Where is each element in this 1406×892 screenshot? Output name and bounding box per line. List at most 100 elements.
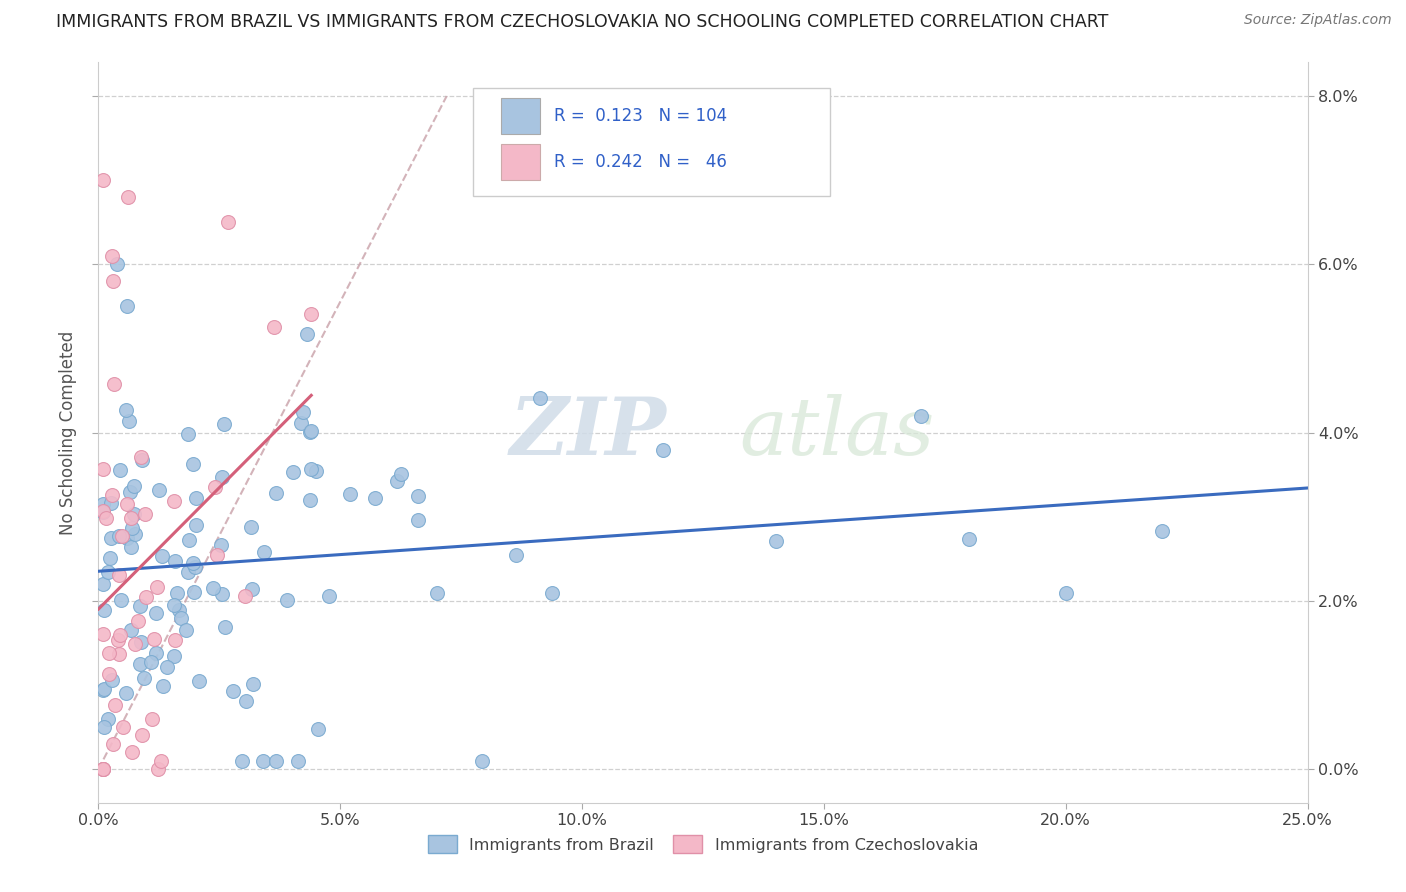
Point: [150, 754, 173, 768]
Point: [143, 632, 166, 646]
Point: [93, 762, 115, 776]
Point: [108, 568, 131, 582]
Text: Source: ZipAtlas.com: Source: ZipAtlas.com: [1244, 13, 1392, 28]
Point: [211, 469, 233, 483]
Point: [100, 531, 122, 545]
Point: [101, 249, 124, 263]
Point: [292, 405, 315, 419]
Point: [108, 647, 131, 661]
Point: [100, 496, 122, 510]
Point: [529, 391, 551, 405]
Point: [765, 534, 787, 549]
Point: [184, 560, 207, 574]
Point: [170, 611, 193, 625]
Point: [107, 529, 129, 543]
Point: [93, 603, 115, 617]
Point: [299, 308, 322, 322]
Point: [540, 586, 562, 600]
Point: [276, 592, 298, 607]
Point: [233, 589, 256, 603]
Point: [242, 677, 264, 691]
Point: [177, 426, 200, 441]
Point: [165, 554, 187, 568]
Point: [134, 508, 156, 522]
Point: [107, 632, 129, 647]
Text: R =  0.123   N = 104: R = 0.123 N = 104: [554, 107, 727, 125]
Point: [957, 532, 980, 546]
Y-axis label: No Schooling Completed: No Schooling Completed: [59, 331, 77, 534]
Point: [101, 737, 124, 751]
Point: [104, 698, 127, 712]
Point: [91, 762, 114, 776]
Point: [124, 637, 146, 651]
Point: [253, 545, 276, 559]
Text: atlas: atlas: [740, 394, 935, 471]
Point: [97, 712, 120, 726]
Point: [205, 548, 228, 562]
Point: [910, 409, 932, 423]
Point: [146, 762, 169, 776]
Point: [108, 463, 131, 477]
Point: [120, 511, 142, 525]
Point: [117, 190, 139, 204]
Point: [214, 620, 236, 634]
Point: [120, 540, 142, 554]
Point: [91, 627, 114, 641]
Point: [145, 646, 167, 660]
Point: [1054, 586, 1077, 600]
Point: [101, 274, 124, 288]
Point: [97, 667, 120, 681]
Point: [177, 533, 200, 547]
Point: [505, 549, 527, 563]
Point: [129, 450, 152, 464]
Point: [91, 505, 114, 519]
Point: [115, 686, 138, 700]
Point: [652, 442, 675, 457]
Point: [186, 491, 208, 505]
Point: [91, 504, 114, 518]
Point: [108, 628, 131, 642]
Point: [98, 550, 121, 565]
Bar: [501, 145, 540, 180]
Point: [141, 712, 163, 726]
Point: [299, 462, 322, 476]
Point: [163, 633, 186, 648]
Point: [124, 526, 146, 541]
Point: [122, 507, 145, 521]
Point: [131, 729, 153, 743]
Point: [129, 599, 152, 613]
Point: [297, 327, 319, 342]
Point: [202, 582, 225, 596]
Point: [174, 623, 197, 637]
Point: [121, 520, 143, 534]
Point: [101, 673, 124, 687]
Point: [287, 754, 309, 768]
Point: [148, 483, 170, 497]
Point: [120, 623, 142, 637]
Point: [290, 417, 312, 431]
Point: [385, 474, 408, 488]
Point: [252, 754, 274, 768]
Point: [163, 598, 186, 612]
Point: [91, 461, 114, 475]
Point: [181, 457, 204, 471]
Point: [101, 488, 124, 502]
Point: [156, 659, 179, 673]
Point: [118, 414, 141, 428]
Point: [131, 453, 153, 467]
Point: [406, 489, 429, 503]
Point: [211, 587, 233, 601]
Point: [239, 520, 262, 534]
Point: [146, 580, 169, 594]
Legend: Immigrants from Brazil, Immigrants from Czechoslovakia: Immigrants from Brazil, Immigrants from …: [420, 827, 986, 862]
Point: [120, 484, 142, 499]
Point: [135, 590, 157, 604]
Point: [217, 215, 239, 229]
Point: [115, 497, 138, 511]
Point: [97, 646, 120, 660]
Point: [169, 602, 191, 616]
Point: [426, 586, 449, 600]
Point: [209, 538, 232, 552]
Point: [93, 682, 115, 697]
Point: [263, 320, 285, 334]
